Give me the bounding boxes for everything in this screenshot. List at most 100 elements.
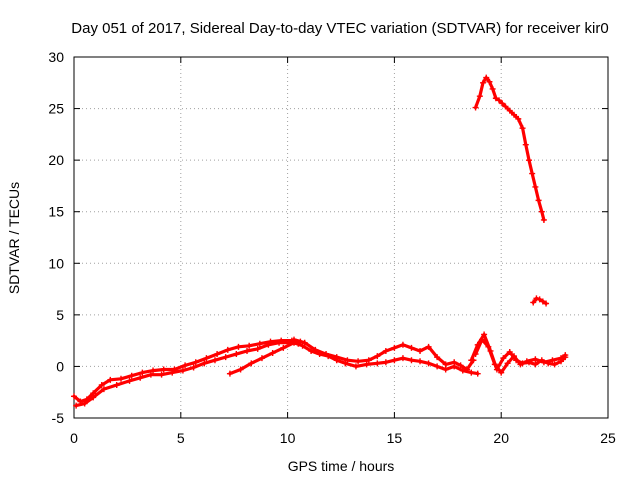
data-point xyxy=(549,357,556,364)
data-point xyxy=(113,381,120,388)
data-point xyxy=(496,97,503,104)
data-point xyxy=(500,355,507,362)
series-segment xyxy=(228,341,480,376)
data-point xyxy=(522,141,529,148)
data-point xyxy=(536,296,543,303)
data-point xyxy=(530,299,537,306)
data-point xyxy=(506,107,513,114)
data-point xyxy=(562,352,569,359)
data-point xyxy=(511,111,518,118)
data-point xyxy=(532,356,539,363)
x-tick-label: 25 xyxy=(600,430,616,446)
data-point xyxy=(258,355,265,362)
grid xyxy=(74,57,608,418)
data-point xyxy=(214,351,221,358)
data-point xyxy=(506,348,513,355)
data-point xyxy=(464,366,471,373)
data-point xyxy=(237,366,244,373)
data-point xyxy=(504,360,511,367)
data-point xyxy=(211,357,218,364)
data-point xyxy=(425,360,432,367)
data-point xyxy=(344,357,351,364)
data-point xyxy=(280,344,287,351)
data-point xyxy=(117,375,124,382)
data-point xyxy=(160,366,167,373)
data-point xyxy=(532,361,539,368)
y-tick-label: 0 xyxy=(56,358,64,374)
data-point xyxy=(468,369,475,376)
data-point xyxy=(540,216,547,223)
data-point xyxy=(538,208,545,215)
data-point xyxy=(222,354,229,361)
data-point xyxy=(391,344,398,351)
data-point xyxy=(137,374,144,381)
data-point xyxy=(190,364,197,371)
data-point xyxy=(201,360,208,367)
data-point xyxy=(312,346,319,353)
data-point xyxy=(540,359,547,366)
data-point xyxy=(517,361,524,368)
y-tick-label: 25 xyxy=(48,101,64,117)
data-point xyxy=(265,341,272,348)
data-point xyxy=(169,369,176,376)
y-tick-label: -5 xyxy=(52,410,65,426)
data-point xyxy=(417,347,424,354)
data-point xyxy=(299,342,306,349)
data-point xyxy=(203,355,210,362)
data-point xyxy=(363,361,370,368)
data-point xyxy=(399,355,406,362)
data-point xyxy=(408,344,415,351)
data-point xyxy=(182,362,189,369)
data-point xyxy=(81,400,88,407)
data-point xyxy=(535,197,542,204)
data-point xyxy=(474,370,481,377)
x-tick-label: 20 xyxy=(493,430,509,446)
data-point xyxy=(256,340,263,347)
data-point xyxy=(126,377,133,384)
data-point xyxy=(179,367,186,374)
data-point xyxy=(246,342,253,349)
data-point xyxy=(128,372,135,379)
data-point xyxy=(515,115,522,122)
data-point xyxy=(365,357,372,364)
data-point xyxy=(382,359,389,366)
data-point xyxy=(382,347,389,354)
data-point xyxy=(525,157,532,164)
data-point xyxy=(226,370,233,377)
plot-frame xyxy=(73,56,609,419)
data-point xyxy=(502,103,509,110)
data-point xyxy=(457,362,464,369)
data-point xyxy=(551,361,558,368)
data-point xyxy=(489,85,496,92)
axis-ticks: 0 5 10 15 20 25 -5 0 5 10 15 20 25 30 xyxy=(48,49,616,446)
data-point xyxy=(308,347,315,354)
data-point xyxy=(254,345,261,352)
y-tick-label: 15 xyxy=(48,204,64,220)
data-point xyxy=(291,336,298,343)
data-point xyxy=(533,295,540,302)
series-segment xyxy=(72,339,302,404)
data-point xyxy=(425,343,432,350)
y-tick-label: 20 xyxy=(48,152,64,168)
data-point xyxy=(147,371,154,378)
data-point xyxy=(543,300,550,307)
data-point xyxy=(248,360,255,367)
series-segment xyxy=(474,75,546,222)
data-point xyxy=(158,371,165,378)
data-point xyxy=(442,361,449,368)
data-point xyxy=(323,351,330,358)
data-point xyxy=(224,346,231,353)
data-point xyxy=(472,104,479,111)
chart-title: Day 051 of 2017, Sidereal Day-to-day VTE… xyxy=(71,20,608,37)
data-point xyxy=(352,363,359,370)
data-point xyxy=(519,125,526,132)
data-point xyxy=(244,347,251,354)
y-tick-label: 5 xyxy=(56,307,64,323)
data-point xyxy=(417,358,424,365)
y-tick-label: 30 xyxy=(48,49,64,65)
data-point xyxy=(486,78,493,85)
data-point xyxy=(333,354,340,361)
data-point xyxy=(235,343,242,350)
data-point xyxy=(468,357,475,364)
